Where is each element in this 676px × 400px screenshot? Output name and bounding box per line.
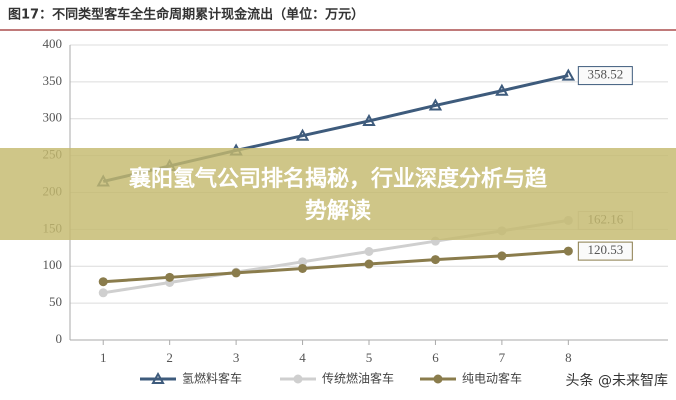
data-point: [428, 98, 443, 111]
legend-marker: [293, 374, 303, 384]
data-point: [295, 128, 310, 141]
y-tick-label: 300: [43, 110, 63, 125]
y-tick-label: 0: [56, 331, 63, 346]
x-tick-label: 6: [432, 350, 439, 365]
data-point: [298, 263, 308, 273]
value-label-box: [577, 241, 633, 261]
legend-marker: [151, 371, 165, 384]
y-tick-label: 400: [43, 36, 63, 51]
y-tick-label: 100: [43, 257, 63, 272]
data-point: [362, 113, 376, 126]
data-point: [364, 259, 374, 269]
data-point: [98, 288, 108, 298]
data-point: [231, 268, 241, 278]
x-tick-label: 2: [166, 350, 173, 365]
overlay-banner: [0, 148, 676, 240]
watermark: 头条 @未来智库: [566, 372, 668, 389]
data-point: [165, 272, 175, 282]
value-label: 120.53: [587, 242, 623, 257]
data-point: [298, 257, 308, 267]
overlay-headline: 势解读: [305, 198, 371, 224]
x-tick-label: 7: [499, 350, 506, 365]
data-point: [430, 255, 440, 265]
legend-marker: [433, 374, 443, 384]
y-tick-label: 50: [49, 294, 62, 309]
data-point: [495, 83, 509, 96]
data-point: [364, 247, 374, 256]
value-label-box: [577, 66, 633, 86]
x-tick-label: 4: [299, 350, 306, 365]
x-tick-label: 3: [233, 350, 240, 365]
y-tick-label: 350: [43, 73, 63, 88]
data-point: [563, 246, 573, 256]
x-tick-label: 8: [565, 350, 572, 365]
x-tick-label: 5: [366, 350, 373, 365]
series-line: [103, 249, 569, 284]
overlay-headline: 襄阳氢气公司排名揭秘，行业深度分析与趋: [128, 166, 548, 192]
data-point: [561, 68, 576, 81]
x-tick-label: 1: [100, 350, 107, 365]
value-label: 358.52: [587, 67, 623, 82]
chart-title: 图17：不同类型客车全生命周期累计现金流出（单位：万元）: [8, 7, 364, 23]
data-point: [98, 277, 108, 287]
data-point: [497, 251, 507, 261]
legend-label: 传统燃油客车: [322, 371, 394, 386]
legend-label: 氢燃料客车: [182, 371, 242, 386]
legend-label: 纯电动客车: [462, 371, 522, 386]
